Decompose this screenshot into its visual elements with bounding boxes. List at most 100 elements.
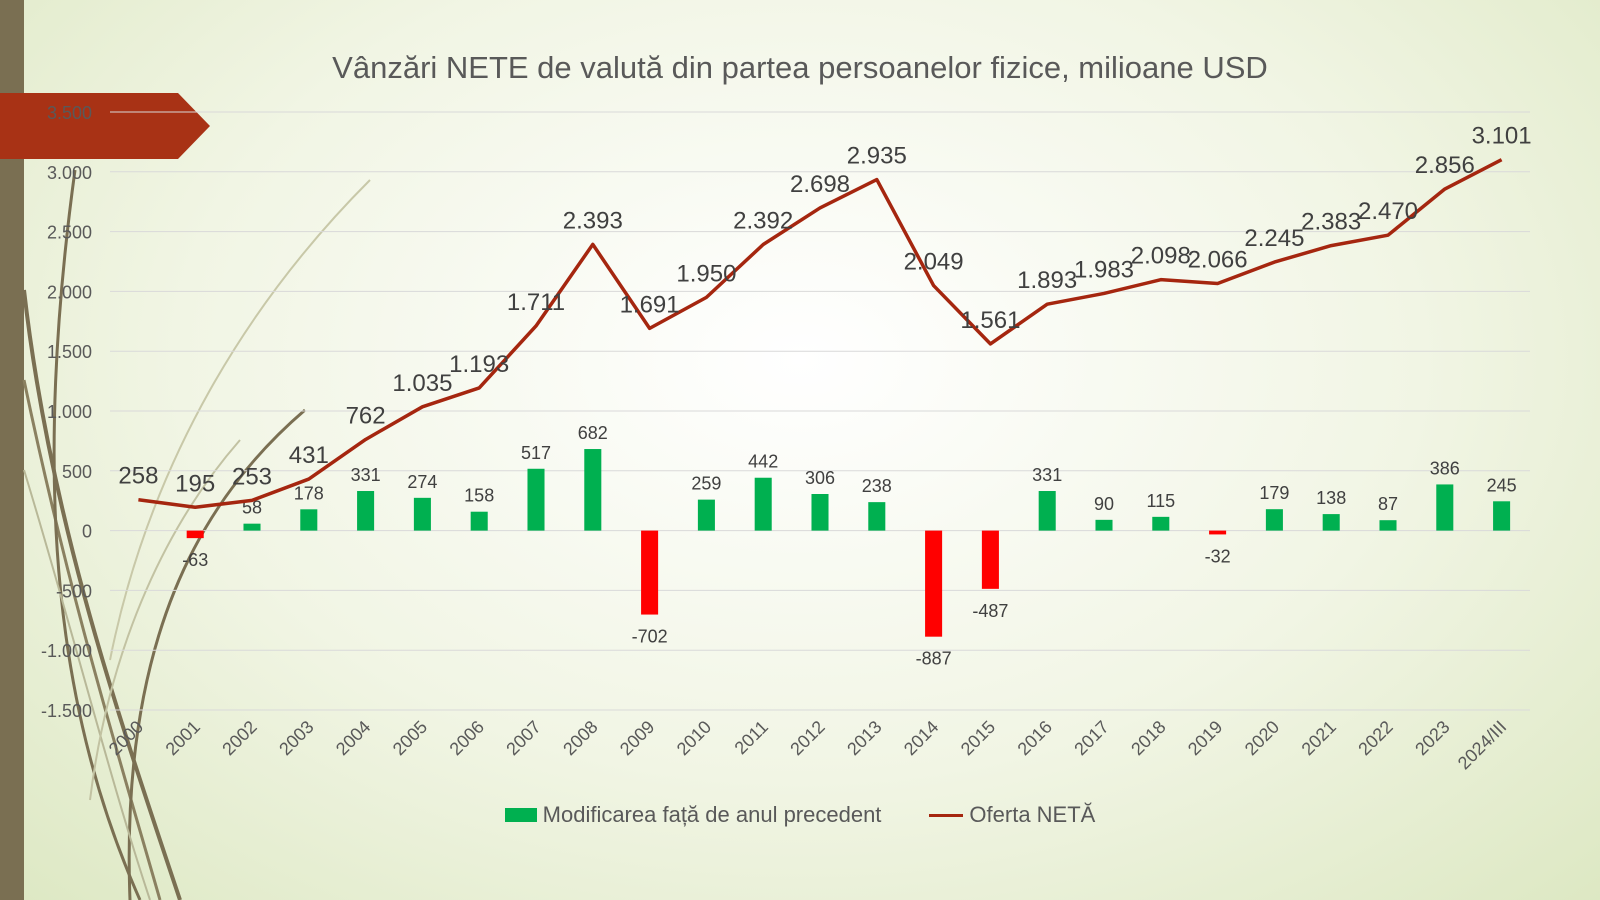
bar-data-label: 306 xyxy=(805,468,835,488)
bar xyxy=(641,530,659,615)
bar-data-label: 179 xyxy=(1259,483,1289,503)
bar xyxy=(584,449,602,531)
bar-data-label: 682 xyxy=(578,423,608,443)
bar-data-label: 517 xyxy=(521,443,551,463)
bar-data-label: 158 xyxy=(464,486,494,506)
bar-data-label: 138 xyxy=(1316,488,1346,508)
line-data-label: 2.049 xyxy=(904,249,964,276)
bar-data-label: 331 xyxy=(351,465,381,485)
x-tick-label: 2004 xyxy=(332,717,374,759)
bar-data-label: 90 xyxy=(1094,494,1114,514)
bar xyxy=(754,477,772,531)
x-tick-label: 2019 xyxy=(1184,717,1226,759)
legend-label-line: Oferta NETĂ xyxy=(969,802,1096,827)
x-tick-label: 2014 xyxy=(900,717,942,759)
x-axis: 2000 2001 2002 2003 2004 2005 2006 2007 2008 2009… xyxy=(105,717,1511,774)
bar xyxy=(1095,519,1113,531)
line-data-label: 258 xyxy=(118,463,158,490)
line-data-label: 1.950 xyxy=(676,260,736,287)
bar xyxy=(1152,516,1170,531)
legend: Modificarea față de anul precedent Ofert… xyxy=(0,802,1600,828)
arrow-tab-decoration xyxy=(0,93,210,159)
x-tick-label: 2002 xyxy=(218,717,260,759)
bar xyxy=(1436,484,1454,531)
bar-data-label: -702 xyxy=(632,627,668,647)
bar-data-label: 245 xyxy=(1487,475,1517,495)
legend-swatch-line xyxy=(929,813,964,817)
line-data-label: 1.983 xyxy=(1074,256,1134,283)
y-axis: -1.500 -1.000 -500 0 500 1.000 1.500 2.000 2.500… xyxy=(41,103,92,721)
bar-data-label: 331 xyxy=(1032,465,1062,485)
line-data-label: 3.101 xyxy=(1472,123,1532,150)
gridlines xyxy=(110,111,1530,711)
bar-data-label: -887 xyxy=(916,649,952,669)
line-data-label: 195 xyxy=(175,470,215,497)
x-tick-label: 2012 xyxy=(786,717,828,759)
line-data-label: 1.035 xyxy=(392,370,452,397)
x-tick-label: 2006 xyxy=(446,717,488,759)
bar xyxy=(1209,530,1227,535)
x-tick-label: 2000 xyxy=(105,717,147,759)
x-tick-label: 2008 xyxy=(559,717,601,759)
chart-title: Vânzări NETE de valută din partea persoa… xyxy=(332,50,1268,85)
x-tick-label: 2001 xyxy=(162,717,204,759)
x-tick-label: 2007 xyxy=(502,717,544,759)
bar-data-label: 87 xyxy=(1378,494,1398,514)
line-data-label: 2.383 xyxy=(1301,209,1361,236)
y-tick-label: 2.500 xyxy=(47,223,92,243)
legend-item-line: Oferta NETĂ xyxy=(929,802,1095,828)
bar xyxy=(300,509,318,531)
bar xyxy=(1038,491,1056,531)
y-tick-label: -500 xyxy=(56,581,92,601)
line-data-label: 2.698 xyxy=(790,171,850,198)
y-tick-label: 2.000 xyxy=(47,282,92,302)
line-data-label: 253 xyxy=(232,463,272,490)
line-data-label: 1.561 xyxy=(960,307,1020,334)
line-data-label: 2.935 xyxy=(847,143,907,170)
x-tick-label: 2020 xyxy=(1241,717,1283,759)
y-tick-label: -1.500 xyxy=(41,701,92,721)
bar xyxy=(868,502,886,531)
line-data-label: 2.066 xyxy=(1188,247,1248,274)
y-tick-label: 3.000 xyxy=(47,163,92,183)
y-tick-label: 500 xyxy=(62,462,92,482)
bar xyxy=(1379,520,1397,531)
bar xyxy=(981,530,999,589)
line-data-label: 1.193 xyxy=(449,351,509,378)
bar-data-label: -63 xyxy=(182,550,208,570)
x-tick-label: 2011 xyxy=(731,717,773,759)
bar-data-label: 115 xyxy=(1146,491,1175,511)
bar xyxy=(1322,514,1340,531)
bar-data-label: 178 xyxy=(294,483,324,503)
bar xyxy=(1265,509,1283,531)
x-tick-label: 2010 xyxy=(673,717,715,759)
bar xyxy=(243,523,261,531)
x-tick-label: 2022 xyxy=(1354,717,1396,759)
x-tick-label: 2023 xyxy=(1411,717,1453,759)
bar-data-label: -32 xyxy=(1205,546,1231,566)
line-data-label: 2.392 xyxy=(733,208,793,235)
legend-item-bars: Modificarea față de anul precedent xyxy=(504,802,882,828)
bar xyxy=(413,497,431,531)
bar-data-label: 442 xyxy=(748,452,778,472)
bar xyxy=(925,530,943,637)
y-tick-label: 0 xyxy=(82,522,92,542)
x-tick-label: 2009 xyxy=(616,717,658,759)
bar xyxy=(811,494,829,531)
line-data-label: 431 xyxy=(289,442,329,469)
x-tick-label: 2024/III xyxy=(1454,717,1511,774)
bar xyxy=(527,468,545,531)
y-tick-label: 3.500 xyxy=(47,103,92,123)
line-data-label: 2.098 xyxy=(1131,243,1191,270)
x-tick-label: 2003 xyxy=(275,717,317,759)
bar-series xyxy=(186,449,1511,637)
line-data-label: 762 xyxy=(346,402,386,429)
x-tick-label: 2017 xyxy=(1070,717,1112,759)
x-tick-label: 2021 xyxy=(1298,717,1340,759)
bar xyxy=(186,530,204,539)
bar-data-label: 259 xyxy=(691,474,721,494)
legend-label-bars: Modificarea față de anul precedent xyxy=(542,802,882,827)
